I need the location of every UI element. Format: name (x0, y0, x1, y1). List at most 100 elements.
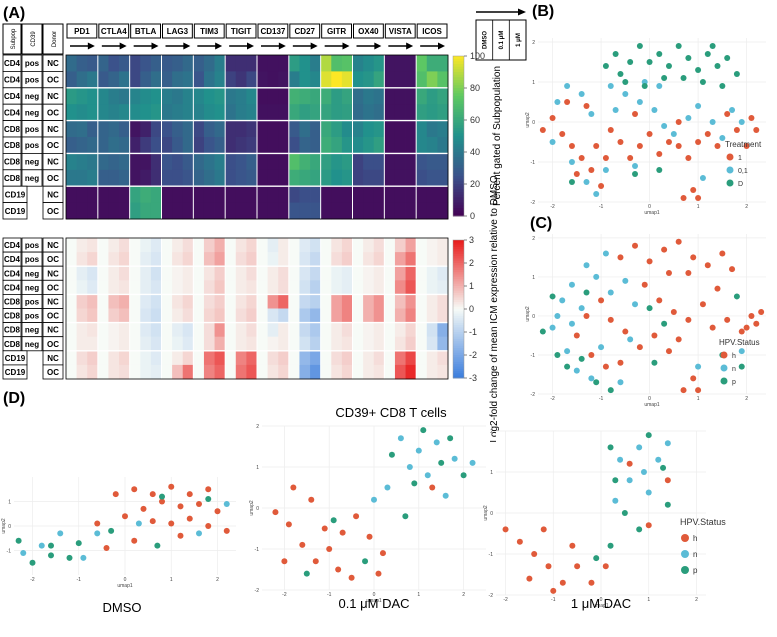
colorbar-segment (453, 152, 464, 156)
heatmap-cell (129, 350, 141, 366)
heatmap-cell (310, 364, 322, 380)
heatmap-cell (278, 202, 290, 220)
data-point-h (312, 558, 319, 565)
heatmap-cell (257, 238, 269, 253)
heatmap-cell (140, 266, 152, 281)
colorbar-tick-label: 0 (470, 211, 475, 221)
data-point-n (617, 379, 624, 386)
heatmap-cell (363, 322, 375, 338)
heatmap-cell (288, 55, 300, 72)
legend-label: n (732, 366, 736, 373)
heatmap-cell (172, 202, 184, 220)
heatmap-cell (384, 104, 396, 121)
data-point-h (626, 460, 633, 467)
data-point-1 (573, 171, 580, 177)
data-point-1 (632, 111, 639, 117)
data-point-n (549, 324, 556, 331)
heatmap-cell (394, 322, 406, 338)
heatmap-cell (225, 120, 237, 138)
heatmap-cell (66, 266, 78, 281)
data-point-h (748, 312, 755, 319)
heatmap-cell (426, 153, 438, 171)
heatmap-cell (97, 137, 109, 154)
heatmap-cell (214, 137, 226, 154)
heatmap-cell (97, 238, 109, 253)
heatmap-cell (320, 266, 332, 281)
colorbar-segment (453, 267, 464, 271)
heatmap-cell (310, 280, 322, 295)
data-point-1 (675, 119, 682, 125)
colorbar-segment (453, 299, 464, 303)
legend-marker (720, 377, 728, 385)
heatmap-cell (352, 202, 364, 220)
data-point-h (704, 262, 711, 269)
data-point-h (122, 513, 128, 520)
data-point-h (526, 575, 533, 582)
row-subpop-label: CD4 (4, 92, 21, 101)
heatmap-cell (108, 120, 120, 138)
heatmap-cell (257, 364, 269, 380)
data-point-n (415, 447, 422, 454)
heatmap-cell (172, 71, 184, 89)
heatmap-cell (352, 104, 364, 121)
heatmap-cell (214, 308, 226, 323)
colorbar-segment (453, 210, 464, 214)
row-cd39-label: pos (25, 59, 40, 68)
colorbar-segment (453, 69, 464, 73)
colorbar-segment (453, 315, 464, 319)
x-tick-label: 0 (648, 204, 651, 210)
heatmap-cell (331, 55, 343, 72)
heatmap-cell (278, 280, 290, 295)
heatmap-cell (76, 104, 88, 121)
heatmap-cell (161, 238, 173, 253)
heatmap-cell (341, 104, 353, 121)
colorbar-segment (453, 165, 464, 169)
heatmap-cell (119, 350, 131, 366)
y-tick-label: 2 (256, 424, 259, 430)
heatmap-cell (373, 169, 385, 187)
heatmap-cell (66, 308, 78, 323)
data-point-h (272, 509, 279, 516)
x-tick-label: 1 (697, 204, 700, 210)
heatmap-cell (278, 120, 290, 138)
heatmap-cell (426, 202, 438, 220)
heatmap-cell (352, 186, 364, 203)
row-donor-label: NC (47, 297, 59, 306)
heatmap-cell (66, 153, 78, 171)
heatmap-cell (394, 120, 406, 138)
heatmap-cell (320, 280, 332, 295)
heatmap-cell (288, 71, 300, 89)
heatmap-cell (320, 186, 332, 203)
data-point-n (573, 367, 580, 374)
heatmap-cell (405, 266, 417, 281)
heatmap-cell (331, 252, 343, 267)
heatmap-cell (288, 120, 300, 138)
heatmap-cell (87, 137, 99, 154)
colorbar-segment (453, 98, 464, 102)
heatmap-cell (97, 153, 109, 171)
colorbar-segment (453, 186, 464, 190)
heatmap-cell (129, 336, 141, 352)
heatmap-cell (257, 153, 269, 171)
data-point-1 (627, 155, 634, 161)
data-point-1 (549, 115, 556, 121)
heatmap-cell (87, 238, 99, 253)
heatmap-cell (257, 169, 269, 187)
heatmap-cell (352, 169, 364, 187)
heatmap-cell (437, 266, 449, 281)
panel-label-a: (A) (3, 5, 25, 22)
data-point-n (738, 348, 745, 355)
row-subpop-label: CD4 (4, 283, 21, 292)
heatmap-cell (352, 350, 364, 366)
colorbar-segment (453, 106, 464, 110)
heatmap-cell (352, 266, 364, 281)
heatmap-cell (161, 280, 173, 295)
heatmap-cell (161, 336, 173, 352)
data-point-0,1 (549, 139, 556, 145)
heatmap-cell (384, 294, 396, 309)
data-point-D (641, 83, 648, 89)
x-tick-label: 0 (600, 597, 603, 603)
heatmap-cell (416, 71, 428, 89)
legend-label: h (693, 534, 697, 543)
heatmap-cell (416, 308, 428, 323)
